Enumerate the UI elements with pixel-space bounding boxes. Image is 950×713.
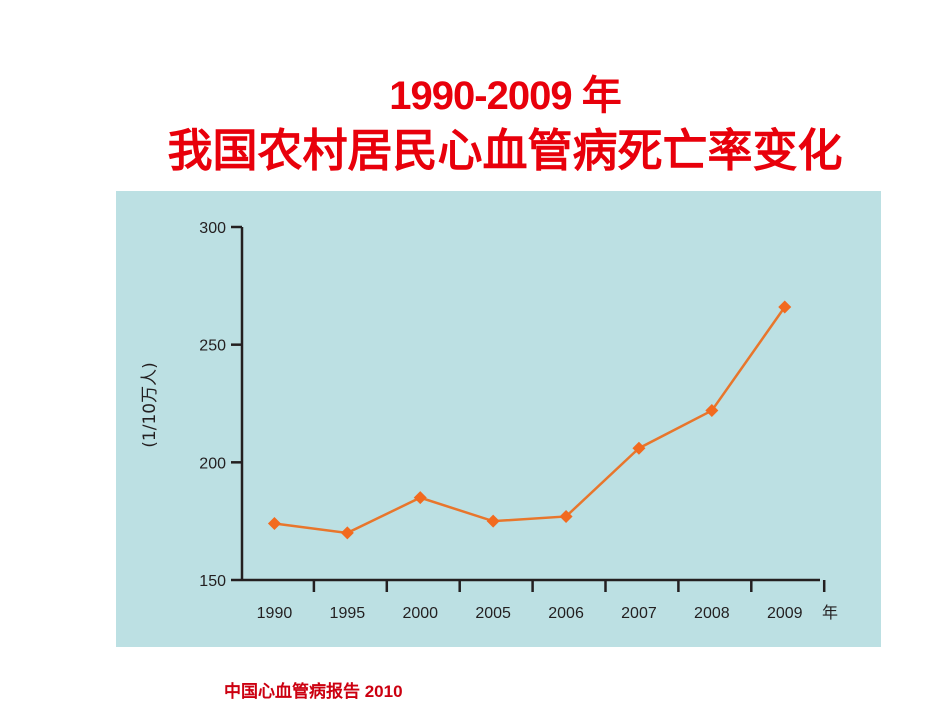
data-point-marker [413,491,427,505]
title-line-2: 我国农村居民心血管病死亡率变化 [167,125,843,176]
source-citation: 中国心血管病报告 2010 [224,682,403,701]
title-line-1: 1990-2009 年 [389,74,621,118]
series-line [274,306,786,535]
y-tick-label: 300 [199,220,226,237]
x-tick-label: 2009 [767,605,803,622]
data-point-marker [559,509,573,523]
x-axis-label: 年 [822,603,838,622]
x-tick-label: 1990 [257,605,293,622]
data-point-marker [705,404,719,418]
chart-panel [116,191,881,647]
y-tick-label: 200 [199,455,226,472]
x-tick-label: 2008 [694,605,730,622]
data-point-marker [486,514,500,528]
x-tick-label: 2000 [402,605,438,622]
x-tick-label: 2006 [548,605,584,622]
data-point-marker [267,517,281,531]
data-point-marker [632,441,646,455]
x-tick-label: 1995 [330,605,366,622]
y-axis-label: (1/10万人) [140,362,160,447]
data-point-marker [340,526,354,540]
y-tick-label: 150 [199,573,226,590]
y-tick-label: 250 [199,338,226,355]
data-point-marker [778,300,792,314]
x-tick-label: 2007 [621,605,657,622]
x-tick-label: 2005 [475,605,511,622]
